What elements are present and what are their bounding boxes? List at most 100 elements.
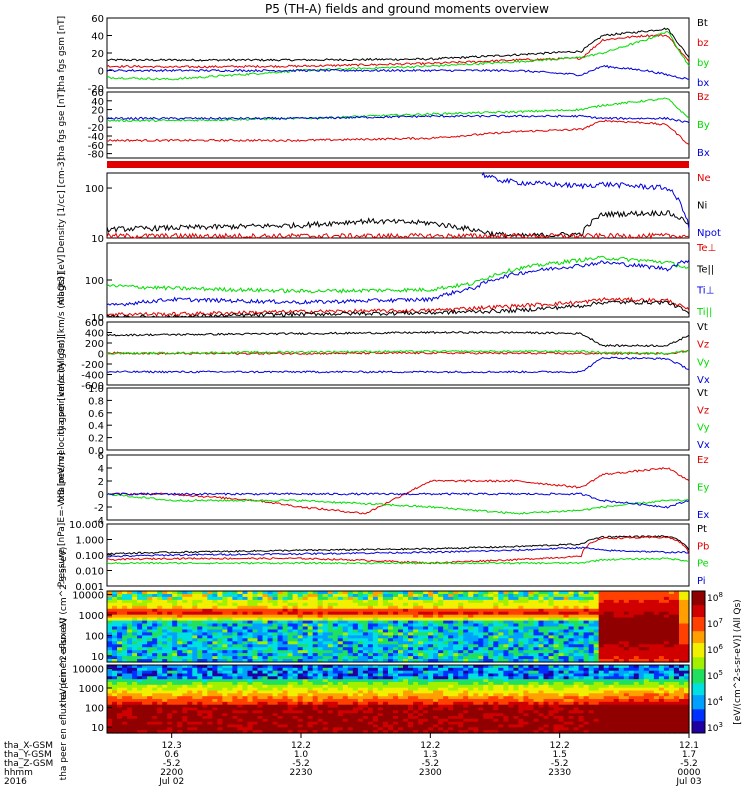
spec-cell bbox=[468, 676, 474, 679]
spec-cell bbox=[478, 702, 484, 705]
spec-cell bbox=[388, 676, 394, 679]
spec-cell bbox=[127, 719, 133, 722]
spec-cell bbox=[217, 727, 223, 730]
spec-cell bbox=[448, 676, 454, 679]
spec-cell bbox=[167, 702, 173, 705]
spec-cell bbox=[197, 719, 203, 722]
spec-cell bbox=[157, 727, 163, 730]
spec-cell bbox=[478, 719, 484, 722]
spec-cell bbox=[192, 719, 198, 722]
y-tick-label: 0.2 bbox=[88, 434, 104, 445]
spec-cell bbox=[443, 693, 449, 696]
spec-cell bbox=[172, 719, 178, 722]
spec-cell bbox=[408, 693, 414, 696]
spec-cell bbox=[473, 676, 479, 679]
spec-cell bbox=[308, 668, 314, 671]
legend-Pe: Pe bbox=[697, 559, 709, 570]
spec-cell bbox=[368, 727, 374, 730]
spec-cell bbox=[478, 710, 484, 713]
spec-cell bbox=[237, 727, 243, 730]
spec-cell bbox=[212, 685, 218, 688]
spec-cell bbox=[388, 668, 394, 671]
spec-cell bbox=[488, 702, 494, 705]
spec-cell bbox=[338, 710, 344, 713]
spec-cell bbox=[488, 727, 494, 730]
spec-cell bbox=[523, 719, 529, 722]
y-axis-label: Density [1/cc] [cm-3] bbox=[57, 158, 67, 253]
legend-Ez: Ez bbox=[697, 455, 709, 466]
spec-cell bbox=[358, 727, 364, 730]
spec-cell bbox=[212, 702, 218, 705]
spec-cell bbox=[473, 702, 479, 705]
legend-Vx: Vx bbox=[697, 440, 710, 451]
spec-cell bbox=[253, 727, 259, 730]
spec-cell bbox=[147, 702, 153, 705]
spec-cell bbox=[237, 676, 243, 679]
spec-cell bbox=[348, 685, 354, 688]
spec-cell bbox=[237, 693, 243, 696]
spec-cell bbox=[433, 668, 439, 671]
spec-cell bbox=[423, 693, 429, 696]
spec-cell bbox=[293, 685, 299, 688]
spec-cell bbox=[428, 668, 434, 671]
spec-cell bbox=[142, 710, 148, 713]
spec-cell bbox=[308, 693, 314, 696]
spec-cell bbox=[418, 702, 424, 705]
series-Ey bbox=[107, 494, 689, 515]
spec-cell bbox=[323, 702, 329, 705]
legend-Te||: Te|| bbox=[696, 264, 714, 275]
legend-Ti||: Ti|| bbox=[696, 307, 712, 318]
spec-cell bbox=[117, 710, 123, 713]
spec-cell bbox=[468, 693, 474, 696]
spec-cell bbox=[152, 676, 158, 679]
spec-cell bbox=[248, 693, 254, 696]
spec-cell bbox=[293, 693, 299, 696]
spec-cell bbox=[303, 710, 309, 713]
spec-cell bbox=[313, 719, 319, 722]
series-by bbox=[107, 32, 689, 80]
y-tick-label: 4 bbox=[98, 464, 104, 475]
spec-cell bbox=[503, 668, 509, 671]
spec-cell bbox=[358, 702, 364, 705]
y-tick-label: -200 bbox=[81, 360, 104, 371]
y-tick-label: 1.0 bbox=[88, 384, 104, 395]
spec-cell bbox=[408, 727, 414, 730]
spec-cell bbox=[528, 685, 534, 688]
spec-cell bbox=[328, 668, 334, 671]
spec-cell bbox=[503, 719, 509, 722]
spec-cell bbox=[177, 719, 183, 722]
spec-cell bbox=[187, 727, 193, 730]
spec-cell bbox=[318, 719, 324, 722]
spec-cell bbox=[333, 685, 339, 688]
y-tick-label: 0.100 bbox=[75, 551, 104, 562]
spec-cell bbox=[152, 702, 158, 705]
spec-cell bbox=[383, 710, 389, 713]
spec-cell bbox=[273, 676, 279, 679]
spec-cell bbox=[418, 727, 424, 730]
spec-cell bbox=[413, 668, 419, 671]
spec-cell bbox=[167, 710, 173, 713]
panel-frame bbox=[107, 388, 689, 450]
spec-cell bbox=[137, 710, 143, 713]
legend-Ni: Ni bbox=[697, 201, 707, 212]
spec-cell bbox=[237, 685, 243, 688]
spec-cell bbox=[478, 668, 484, 671]
spec-cell bbox=[207, 727, 213, 730]
spec-cell bbox=[162, 668, 168, 671]
spec-cell bbox=[438, 727, 444, 730]
spec-cell bbox=[508, 676, 514, 679]
spec-cell bbox=[413, 719, 419, 722]
spec-cell bbox=[393, 727, 399, 730]
spec-cell bbox=[498, 693, 504, 696]
series-Bz bbox=[107, 120, 689, 145]
spec-cell bbox=[278, 719, 284, 722]
spec-cell bbox=[283, 685, 289, 688]
spec-cell bbox=[192, 685, 198, 688]
spec-cell bbox=[308, 710, 314, 713]
y-tick-label: 10.000 bbox=[69, 520, 104, 531]
spec-cell bbox=[278, 685, 284, 688]
spec-cell bbox=[207, 685, 213, 688]
spec-cell bbox=[363, 668, 369, 671]
spec-cell bbox=[177, 685, 183, 688]
